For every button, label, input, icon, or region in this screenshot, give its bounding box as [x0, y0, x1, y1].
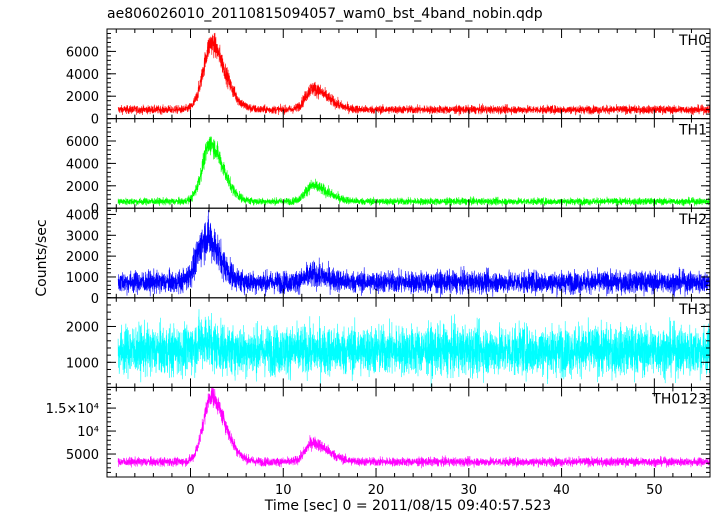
x-axis-label: Time [sec] 0 = 2011/08/15 09:40:57.523: [264, 498, 551, 514]
series-th0: [117, 32, 710, 116]
panel-th3: 1000 2000 TH3: [66, 297, 711, 388]
panel-th2: 0 1000 2000 3000 4000 TH2: [66, 207, 711, 307]
y-axis-label: Counts/sec: [34, 219, 50, 296]
series-th3: [117, 309, 710, 388]
y-tick-label: 4000: [66, 208, 99, 223]
y-tick-label: 2000: [66, 320, 99, 335]
y-tick-label: 0: [91, 202, 99, 217]
y-tick-label: 2000: [66, 180, 99, 195]
y-tick-label: 0: [91, 113, 99, 128]
x-tick-label: 40: [553, 483, 570, 498]
y-tick-label: 4000: [66, 68, 99, 83]
y-tick-label: 1000: [66, 271, 99, 286]
panel-label: TH2: [678, 212, 707, 228]
y-tick-label: 1.5×10⁴: [46, 402, 99, 417]
series-th2: [117, 210, 710, 298]
y-tick-label: 0: [91, 292, 99, 307]
panel-label: TH0123: [651, 391, 707, 407]
y-tick-label: 10⁴: [77, 425, 99, 440]
panel-label: TH0: [678, 33, 707, 49]
y-tick-label: 1000: [66, 356, 99, 371]
y-tick-label: 2000: [66, 90, 99, 105]
panel-frame: [106, 386, 711, 478]
x-tick-label: 20: [368, 483, 385, 498]
panel-th0: 0 2000 4000 6000 TH0: [66, 28, 711, 128]
y-tick-label: 6000: [66, 45, 99, 60]
y-tick-label: 3000: [66, 229, 99, 244]
series-th0123: [117, 387, 710, 469]
y-tick-label: 6000: [66, 135, 99, 150]
panel-frame: [106, 118, 711, 209]
chart-title: ae806026010_20110815094057_wam0_bst_4ban…: [107, 6, 543, 22]
series-th1: [117, 136, 710, 207]
panel-th0123: 5000 10⁴ 1.5×10⁴ TH0123: [46, 386, 711, 478]
panel-label: TH1: [678, 123, 707, 139]
x-tick-label: 50: [646, 483, 663, 498]
panels: 0200040006000TH00200040006000TH101000200…: [46, 28, 711, 498]
x-tick-label: 30: [461, 483, 478, 498]
y-tick-label: 5000: [66, 448, 99, 463]
panel-th1: 0 2000 4000 6000 TH1: [66, 118, 711, 217]
y-tick-label: 4000: [66, 157, 99, 172]
x-tick-label: 0: [186, 483, 194, 498]
x-tick-label: 10: [275, 483, 292, 498]
panel-frame: [106, 28, 711, 120]
panel-label: TH3: [678, 302, 707, 318]
y-tick-label: 2000: [66, 250, 99, 265]
